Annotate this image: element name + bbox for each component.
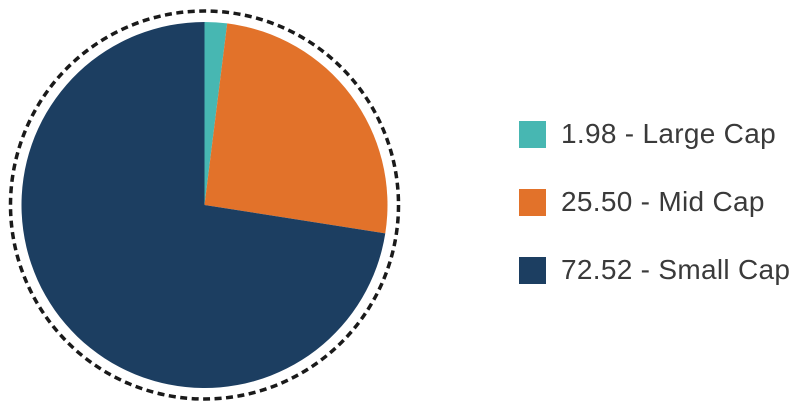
pie-slices (21, 21, 388, 389)
legend-item-mid-cap: 25.50 - Mid Cap (519, 188, 790, 216)
legend-swatch-mid-cap (519, 188, 546, 216)
legend-label-mid-cap: 25.50 - Mid Cap (561, 186, 765, 217)
pie-slice-small-cap (21, 22, 386, 389)
legend-label-large-cap: 1.98 - Large Cap (561, 118, 776, 149)
legend-swatch-large-cap (519, 120, 546, 148)
pie-chart-svg (8, 9, 401, 401)
pie-slice-mid-cap (204, 23, 388, 234)
legend-swatch-small-cap (519, 256, 546, 284)
legend-label-small-cap: 72.52 - Small Cap (561, 254, 791, 285)
legend: 1.98 - Large Cap 25.50 - Mid Cap 72.52 -… (519, 120, 790, 284)
dotted-border-circle (8, 9, 401, 401)
legend-item-small-cap: 72.52 - Small Cap (519, 256, 790, 284)
pie-chart-area (8, 9, 401, 401)
pie-slice-large-cap (204, 21, 228, 205)
legend-item-large-cap: 1.98 - Large Cap (519, 120, 790, 148)
